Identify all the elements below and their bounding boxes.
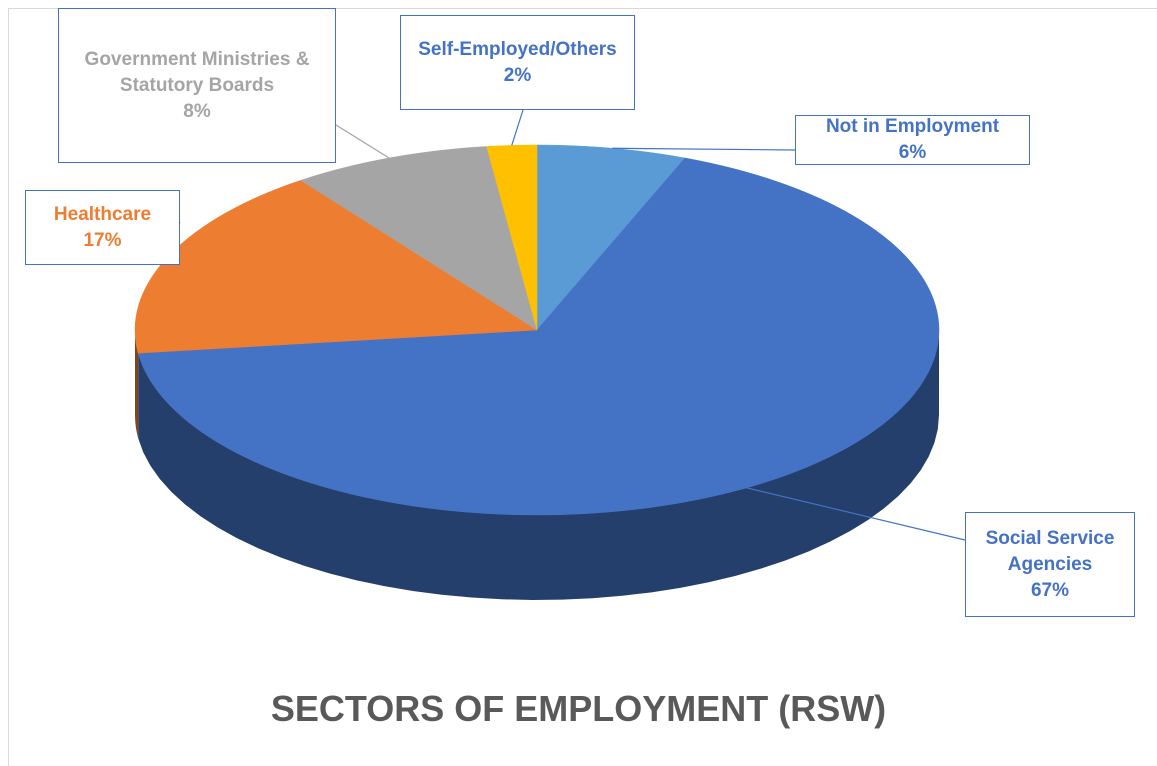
- leader-line: [511, 109, 524, 146]
- data-label: Social Service Agencies 67%: [965, 512, 1135, 617]
- label-value: 67%: [1030, 579, 1070, 601]
- leader-line: [612, 147, 796, 151]
- label-name: Social Service Agencies: [985, 527, 1115, 575]
- label-name: Government Ministries & Statutory Boards: [84, 48, 310, 96]
- label-name: Self-Employed/Others: [418, 38, 617, 60]
- leader-line: [335, 124, 390, 159]
- slice: [536, 144, 686, 331]
- slice-side: [138, 330, 939, 600]
- slice-side: [135, 330, 139, 439]
- label-value: 17%: [83, 229, 122, 251]
- data-label: Healthcare 17%: [25, 190, 180, 265]
- label-value: 2%: [503, 64, 532, 86]
- label-value: 8%: [183, 100, 211, 122]
- slice: [137, 157, 940, 516]
- data-label: Not in Employment 6%: [795, 115, 1030, 165]
- chart-title: SECTORS OF EMPLOYMENT (RSW): [270, 688, 887, 729]
- data-label: Government Ministries & Statutory Boards…: [58, 8, 336, 163]
- label-name: Healthcare: [53, 203, 152, 225]
- chart-frame: [8, 8, 1157, 766]
- data-label: Self-Employed/Others 2%: [400, 15, 635, 110]
- leader-line: [697, 475, 966, 541]
- label-value: 6%: [898, 142, 927, 163]
- label-name: Not in Employment: [825, 116, 1000, 137]
- slice: [486, 144, 538, 331]
